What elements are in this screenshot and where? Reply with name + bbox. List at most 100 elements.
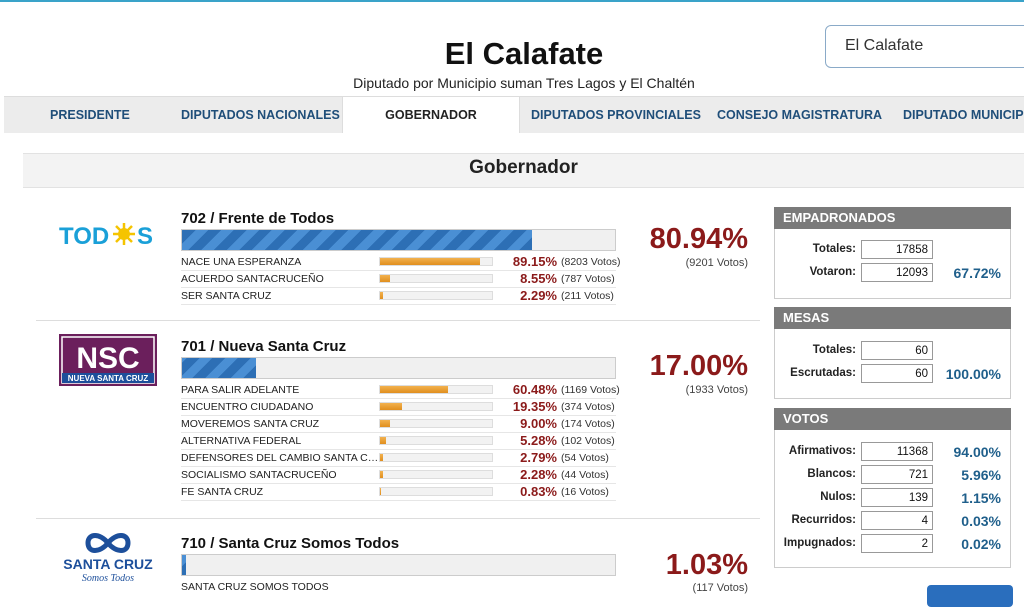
stat-row: Escrutadas: 60 100.00% <box>775 364 1012 384</box>
sublema-name: MOVEREMOS SANTA CRUZ <box>181 418 320 430</box>
sublema-row: ALTERNATIVA FEDERAL 5.28% (102 Votos) <box>181 433 616 450</box>
stat-value: 60 <box>861 341 933 360</box>
sublema-bar-fill <box>380 275 390 282</box>
sublema-bar-fill <box>380 403 402 410</box>
stat-label: Nulos: <box>820 491 856 503</box>
sublema-votes: (174 Votos) <box>561 418 615 430</box>
tab-diputado-municipio[interactable]: DIPUTADO MUNICIPIO <box>903 108 1024 122</box>
sublema-bar-fill <box>380 420 391 427</box>
sublema-bar-fill <box>380 437 386 444</box>
stat-label: Totales: <box>812 344 856 356</box>
svg-text:S: S <box>137 223 153 250</box>
party-percent: 1.03% <box>665 549 748 581</box>
stat-label: Recurridos: <box>791 514 856 526</box>
party-block: NSC NUEVA SANTA CRUZ 701 / Nueva Santa C… <box>36 321 760 519</box>
sublema-percent: 5.28% <box>520 433 557 448</box>
sublema-votes: (787 Votos) <box>561 273 615 285</box>
nsc-logo-text: NSC <box>76 342 139 375</box>
stat-percent: 1.15% <box>961 490 1001 506</box>
empadronados-header: EMPADRONADOS <box>774 207 1011 229</box>
stat-row: Blancos: 721 5.96% <box>775 465 1012 485</box>
sublema-percent: 8.55% <box>520 271 557 286</box>
section-title: Gobernador <box>469 157 578 178</box>
stat-row: Impugnados: 2 0.02% <box>775 534 1012 554</box>
sublema-name: ENCUENTRO CIUDADANO <box>181 401 314 413</box>
tab-gobernador[interactable]: GOBERNADOR <box>342 97 520 135</box>
top-accent-line <box>0 0 1024 2</box>
party-block: TOD S 702 / Frente de Todos 80.94% (9201… <box>36 200 760 321</box>
party-name: 702 / Frente de Todos <box>181 210 335 227</box>
sublema-bar-fill <box>380 386 448 393</box>
tab-consejo-magistratura[interactable]: CONSEJO MAGISTRATURA <box>717 108 883 122</box>
page-header: El Calafate Diputado por Municipio suman… <box>0 2 1024 96</box>
sublema-row: SER SANTA CRUZ 2.29% (211 Votos) <box>181 288 616 305</box>
votos-panel: VOTOS Afirmativos: 11368 94.00% Blancos: 72… <box>774 408 1011 568</box>
sublema-bar <box>379 274 493 283</box>
stat-percent: 100.00% <box>945 366 1001 382</box>
page-title: El Calafate <box>444 36 604 71</box>
party-votes: (1933 Votos) <box>685 384 748 396</box>
stat-percent: 0.03% <box>961 513 1001 529</box>
stat-percent: 5.96% <box>961 467 1001 483</box>
nueva-santa-cruz-logo: NSC NUEVA SANTA CRUZ <box>58 334 158 388</box>
sublema-bar <box>379 291 493 300</box>
stat-value: 4 <box>861 511 933 530</box>
sublema-bar <box>379 385 493 394</box>
category-tabs: PRESIDENTE DIPUTADOS NACIONALES GOBERNAD… <box>4 96 1024 135</box>
sublema-bar <box>379 487 493 496</box>
sublema-bar <box>379 257 493 266</box>
scst-logo-text: SANTA CRUZ <box>63 556 153 572</box>
sublema-bar <box>379 470 493 479</box>
sublema-bar <box>379 436 493 445</box>
sublema-name: ACUERDO SANTACRUCEÑO <box>181 273 324 285</box>
party-votes: (117 Votos) <box>692 582 748 594</box>
sublema-name: FE SANTA CRUZ <box>181 486 264 498</box>
party-percent-bar <box>181 554 616 576</box>
sublema-name: SOCIALISMO SANTACRUCEÑO <box>181 469 337 481</box>
stat-label: Escrutadas: <box>790 367 856 379</box>
sublema-name: SANTA CRUZ SOMOS TODOS <box>181 581 329 593</box>
party-percent-bar <box>181 229 616 251</box>
sublema-votes: (44 Votos) <box>561 469 609 481</box>
mesas-panel: MESAS Totales: 60 Escrutadas: 60 100.00% <box>774 307 1011 399</box>
sublema-bar-fill <box>380 488 381 495</box>
stat-label: Impugnados: <box>783 537 856 549</box>
stat-value: 2 <box>861 534 933 553</box>
sublema-percent: 2.79% <box>520 450 557 465</box>
empadronados-body: Totales: 17858 Votaron: 12093 67.72% <box>774 229 1011 299</box>
tab-presidente[interactable]: PRESIDENTE <box>50 108 130 122</box>
party-block: SANTA CRUZ Somos Todos 710 / Santa Cruz … <box>36 519 760 598</box>
sublema-row: ACUERDO SANTACRUCEÑO 8.55% (787 Votos) <box>181 271 616 288</box>
page-subtitle: Diputado por Municipio suman Tres Lagos … <box>353 75 695 91</box>
stat-row: Totales: 60 <box>775 341 1012 361</box>
sublema-name: ALTERNATIVA FEDERAL <box>181 435 302 447</box>
stat-row: Nulos: 139 1.15% <box>775 488 1012 508</box>
party-percent: 80.94% <box>649 223 748 255</box>
sublema-percent: 19.35% <box>512 399 557 414</box>
sublema-row: FE SANTA CRUZ 0.83% (16 Votos) <box>181 484 616 501</box>
municipality-search-input[interactable]: El Calafate <box>825 25 1024 68</box>
stat-percent: 0.02% <box>961 536 1001 552</box>
tab-diputados-nacionales[interactable]: DIPUTADOS NACIONALES <box>181 108 340 122</box>
sublema-votes: (374 Votos) <box>561 401 615 413</box>
sublema-row: NACE UNA ESPERANZA 89.15% (8203 Votos) <box>181 254 621 271</box>
stat-label: Afirmativos: <box>788 445 856 457</box>
sublema-bar <box>379 419 493 428</box>
sublema-row: MOVEREMOS SANTA CRUZ 9.00% (174 Votos) <box>181 416 616 433</box>
sublema-name: SER SANTA CRUZ <box>181 290 272 302</box>
stat-percent: 94.00% <box>953 444 1001 460</box>
party-percent-bar-fill <box>182 555 187 575</box>
party-percent: 17.00% <box>649 350 748 382</box>
party-percent-bar-fill <box>182 230 533 250</box>
svg-text:TOD: TOD <box>59 223 109 250</box>
sublema-name: NACE UNA ESPERANZA <box>181 256 302 268</box>
tab-diputados-provinciales[interactable]: DIPUTADOS PROVINCIALES <box>531 108 701 122</box>
stat-value: 60 <box>861 364 933 383</box>
stat-row: Recurridos: 4 0.03% <box>775 511 1012 531</box>
print-button[interactable] <box>927 585 1013 607</box>
sublema-percent: 60.48% <box>512 382 557 397</box>
sublema-percent: 2.28% <box>520 467 557 482</box>
sublema-row: DEFENSORES DEL CAMBIO SANTA C… 2.79% (54 V… <box>181 450 616 467</box>
stat-label: Votaron: <box>809 266 856 278</box>
sublema-percent: 9.00% <box>520 416 557 431</box>
